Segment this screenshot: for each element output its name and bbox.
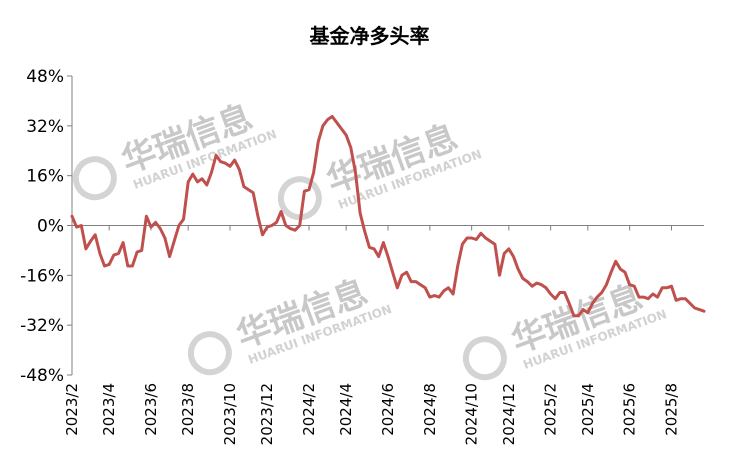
- y-tick-label: 16%: [26, 167, 64, 187]
- x-axis-ticks: 2023/2 2023/4 2023/6 2023/8 2023/10 2023/12 20…: [63, 225, 680, 445]
- x-tick-label: 2024/6: [379, 383, 397, 436]
- y-tick-label: -32%: [20, 316, 64, 336]
- y-tick-label: -16%: [20, 266, 64, 286]
- watermark-logo-icon: [72, 156, 117, 201]
- series-line: [70, 115, 706, 318]
- watermark-logo-icon: [462, 336, 507, 381]
- y-tick-label: 32%: [26, 117, 64, 137]
- x-tick-label: 2023/6: [142, 383, 160, 436]
- x-tick-label: 2023/2: [63, 383, 81, 436]
- x-tick-label: 2025/2: [542, 383, 560, 436]
- x-tick-label: 2023/8: [179, 383, 197, 436]
- x-tick-label: 2024/4: [337, 383, 355, 436]
- x-tick-label: 2024/12: [500, 383, 518, 445]
- x-tick-label: 2024/8: [421, 383, 439, 436]
- watermark-logo-icon: [187, 331, 232, 376]
- x-tick-label: 2023/10: [221, 383, 239, 445]
- y-tick-label: 48%: [26, 67, 64, 87]
- y-axis-ticks: 48% 32% 16% 0% -16% -32% -48%: [20, 67, 72, 386]
- x-tick-label: 2023/12: [258, 383, 276, 445]
- x-tick-label: 2025/4: [579, 383, 597, 436]
- x-tick-label: 2023/4: [100, 383, 118, 436]
- x-tick-label: 2024/2: [300, 383, 318, 436]
- x-tick-label: 2025/8: [662, 383, 680, 436]
- x-tick-label: 2025/6: [621, 383, 639, 436]
- series-layer: [70, 115, 706, 318]
- y-tick-label: -48%: [20, 366, 64, 386]
- chart-title: 基金净多头率: [309, 24, 430, 48]
- watermark-logo-icon: [277, 176, 322, 221]
- y-tick-label: 0%: [37, 217, 64, 237]
- x-tick-label: 2024/10: [463, 383, 481, 445]
